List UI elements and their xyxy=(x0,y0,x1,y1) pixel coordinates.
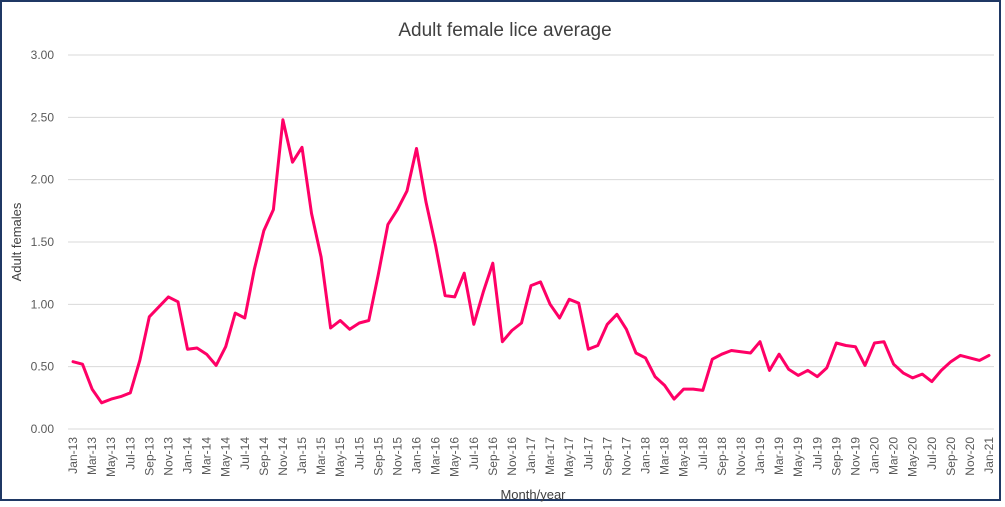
x-tick-label: Sep-17 xyxy=(600,437,614,476)
y-tick-label: 1.00 xyxy=(31,297,55,311)
x-tick-label: Nov-19 xyxy=(848,437,862,476)
y-tick-label: 0.50 xyxy=(31,360,55,374)
x-tick-label: Nov-16 xyxy=(505,437,519,476)
x-tick-label: Jul-17 xyxy=(581,437,595,470)
x-tick-label: May-19 xyxy=(791,437,805,477)
x-tick-label: Jan-16 xyxy=(410,437,424,474)
chart-title: Adult female lice average xyxy=(398,20,611,41)
x-tick-label: Jan-18 xyxy=(639,437,653,474)
x-tick-label: Sep-19 xyxy=(829,437,843,476)
x-tick-label: Jul-16 xyxy=(467,437,481,470)
x-tick-label: Sep-15 xyxy=(371,437,385,476)
x-tick-label: Jan-21 xyxy=(982,437,996,474)
x-tick-label: Mar-15 xyxy=(314,437,328,475)
x-axis-ticks: Jan-13 Mar-13 May-13 Jul-13 Sep-13 Nov-13 Jan-… xyxy=(66,437,996,477)
x-tick-label: Sep-13 xyxy=(142,437,156,476)
x-tick-label: Jul-20 xyxy=(925,437,939,470)
x-tick-label: Jan-17 xyxy=(524,437,538,474)
x-tick-label: May-13 xyxy=(104,437,118,477)
series-line-adult-females xyxy=(71,118,991,405)
x-tick-label: Jul-15 xyxy=(352,437,366,470)
x-tick-label: Jan-15 xyxy=(295,437,309,474)
x-tick-label: May-15 xyxy=(333,437,347,477)
gridlines xyxy=(68,54,994,430)
x-tick-label: Nov-15 xyxy=(390,437,404,476)
x-tick-label: Jul-14 xyxy=(238,437,252,470)
x-tick-label: Nov-13 xyxy=(161,437,175,476)
y-tick-label: 2.00 xyxy=(31,173,55,187)
x-tick-label: Mar-20 xyxy=(887,437,901,475)
x-tick-label: May-14 xyxy=(219,437,233,477)
x-tick-label: Sep-14 xyxy=(257,437,271,476)
x-tick-label: Jan-19 xyxy=(753,437,767,474)
x-tick-label: Nov-20 xyxy=(963,437,977,476)
y-tick-label: 0.00 xyxy=(31,422,55,436)
y-tick-label: 1.50 xyxy=(31,235,55,249)
x-tick-label: Nov-14 xyxy=(276,437,290,476)
y-tick-label: 3.00 xyxy=(31,48,55,62)
x-tick-label: Mar-16 xyxy=(429,437,443,475)
x-tick-label: Mar-14 xyxy=(200,437,214,475)
x-tick-label: Mar-19 xyxy=(772,437,786,475)
x-axis-title: Month/year xyxy=(500,487,566,502)
x-tick-label: Jul-19 xyxy=(810,437,824,470)
x-tick-label: Nov-17 xyxy=(619,437,633,476)
x-tick-label: Jan-13 xyxy=(66,437,80,474)
x-tick-label: May-17 xyxy=(562,437,576,477)
x-tick-label: Mar-17 xyxy=(543,437,557,475)
x-tick-label: Sep-20 xyxy=(944,437,958,476)
y-tick-label: 2.50 xyxy=(31,110,55,124)
x-tick-label: Mar-13 xyxy=(85,437,99,475)
x-tick-label: Sep-16 xyxy=(486,437,500,476)
x-tick-label: Nov-18 xyxy=(734,437,748,476)
x-tick-label: Mar-18 xyxy=(658,437,672,475)
y-axis-ticks: 0.00 0.50 1.00 1.50 2.00 2.50 3.00 xyxy=(31,48,55,436)
x-tick-label: Jan-20 xyxy=(868,437,882,474)
x-tick-label: May-16 xyxy=(448,437,462,477)
x-tick-label: May-20 xyxy=(906,437,920,477)
y-axis-title: Adult females xyxy=(9,202,24,281)
x-tick-label: Jan-14 xyxy=(181,437,195,474)
x-tick-label: Jul-18 xyxy=(696,437,710,470)
x-tick-label: May-18 xyxy=(677,437,691,477)
x-tick-label: Jul-13 xyxy=(123,437,137,470)
x-tick-label: Sep-18 xyxy=(715,437,729,476)
